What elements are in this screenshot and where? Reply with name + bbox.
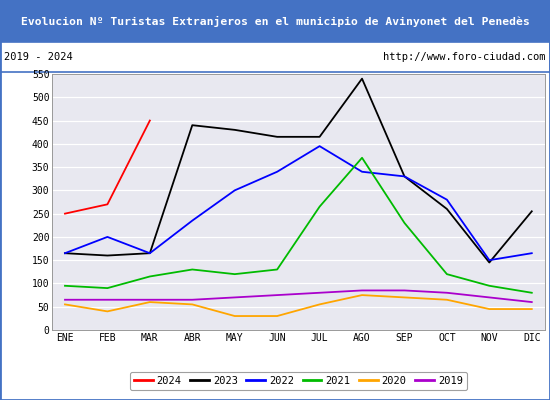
Text: http://www.foro-ciudad.com: http://www.foro-ciudad.com bbox=[383, 52, 546, 62]
Text: Evolucion Nº Turistas Extranjeros en el municipio de Avinyonet del Penedès: Evolucion Nº Turistas Extranjeros en el … bbox=[21, 16, 529, 26]
Text: 2019 - 2024: 2019 - 2024 bbox=[4, 52, 73, 62]
Legend: 2024, 2023, 2022, 2021, 2020, 2019: 2024, 2023, 2022, 2021, 2020, 2019 bbox=[130, 372, 467, 390]
